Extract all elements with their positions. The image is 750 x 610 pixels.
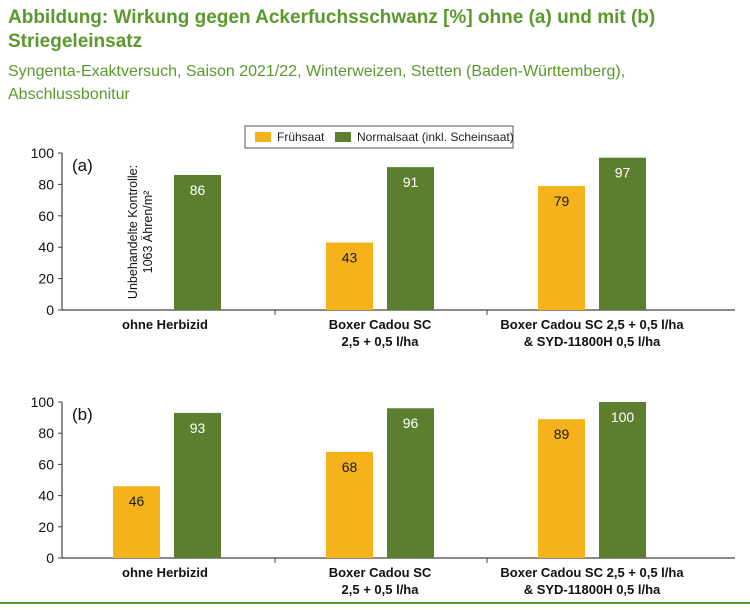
bar-value-label-1-0-0: 46 — [129, 493, 145, 509]
category-label-0-0-0: ohne Herbizid — [122, 317, 208, 332]
y-tick-label-0-80: 80 — [38, 176, 54, 192]
bar-value-label-1-1-0: 68 — [342, 459, 358, 475]
category-label-1-1-1: 2,5 + 0,5 l/ha — [342, 582, 420, 597]
y-tick-label-0-0: 0 — [46, 302, 54, 318]
page-title: Abbildung: Wirkung gegen Ackerfuchsschwa… — [8, 7, 656, 52]
bar-0-1-1 — [387, 167, 434, 310]
category-label-1-2-1: & SYD-11800H 0,5 l/ha — [524, 582, 661, 597]
bottom-rule — [0, 602, 750, 604]
category-label-0-1-0: Boxer Cadou SC — [329, 317, 432, 332]
bar-1-2-0 — [538, 419, 585, 558]
category-label-1-0-0: ohne Herbizid — [122, 565, 208, 580]
bar-value-label-1-1-1: 96 — [403, 415, 419, 431]
category-label-1-1-0: Boxer Cadou SC — [329, 565, 432, 580]
y-tick-label-1-0: 0 — [46, 550, 54, 566]
legend-swatch-1 — [335, 132, 351, 142]
y-tick-label-1-100: 100 — [31, 394, 55, 410]
legend-swatch-0 — [255, 132, 271, 142]
panel-label-1: (b) — [72, 405, 93, 424]
legend-label-0: Frühsaat — [277, 130, 325, 144]
bar-value-label-0-2-1: 97 — [615, 165, 631, 181]
bar-value-label-1-2-1: 100 — [611, 409, 635, 425]
y-tick-label-1-60: 60 — [38, 456, 54, 472]
bar-value-label-0-2-0: 79 — [554, 193, 570, 209]
category-label-0-1-1: 2,5 + 0,5 l/ha — [342, 334, 420, 349]
page-subtitle: Syngenta-Exaktversuch, Saison 2021/22, W… — [8, 63, 626, 103]
bar-value-label-0-0-1: 86 — [190, 182, 206, 198]
bar-value-label-1-0-1: 93 — [190, 420, 206, 436]
bar-1-2-1 — [599, 402, 646, 558]
panel-label-0: (a) — [72, 156, 93, 175]
annotation-line-1: 1063 Ähren/m² — [141, 191, 155, 274]
annotation-line-0: Unbehandelte Kontrolle: — [126, 165, 140, 299]
y-tick-label-0-60: 60 — [38, 208, 54, 224]
bar-0-2-0 — [538, 185, 585, 310]
bar-value-label-0-1-1: 91 — [403, 174, 419, 190]
bar-1-1-1 — [387, 408, 434, 558]
bar-1-0-1 — [174, 412, 221, 558]
y-tick-label-1-40: 40 — [38, 488, 54, 504]
bar-0-2-1 — [599, 157, 646, 310]
category-label-0-2-0: Boxer Cadou SC 2,5 + 0,5 l/ha — [500, 317, 684, 332]
bar-0-1-0 — [326, 242, 373, 310]
bar-1-1-0 — [326, 451, 373, 558]
bar-value-label-1-2-0: 89 — [554, 426, 570, 442]
bar-value-label-0-1-0: 43 — [342, 249, 358, 265]
y-tick-label-1-20: 20 — [38, 519, 54, 535]
legend-label-1: Normalsaat (inkl. Scheinsaat) — [357, 130, 514, 144]
y-tick-label-0-20: 20 — [38, 271, 54, 287]
bar-0-0-1 — [174, 174, 221, 310]
y-tick-label-0-100: 100 — [31, 145, 55, 161]
category-label-0-2-1: & SYD-11800H 0,5 l/ha — [524, 334, 661, 349]
y-tick-label-1-80: 80 — [38, 425, 54, 441]
legend-box — [244, 125, 514, 149]
bar-1-0-0 — [113, 486, 160, 558]
y-tick-label-0-40: 40 — [38, 239, 54, 255]
category-label-1-2-0: Boxer Cadou SC 2,5 + 0,5 l/ha — [500, 565, 684, 580]
